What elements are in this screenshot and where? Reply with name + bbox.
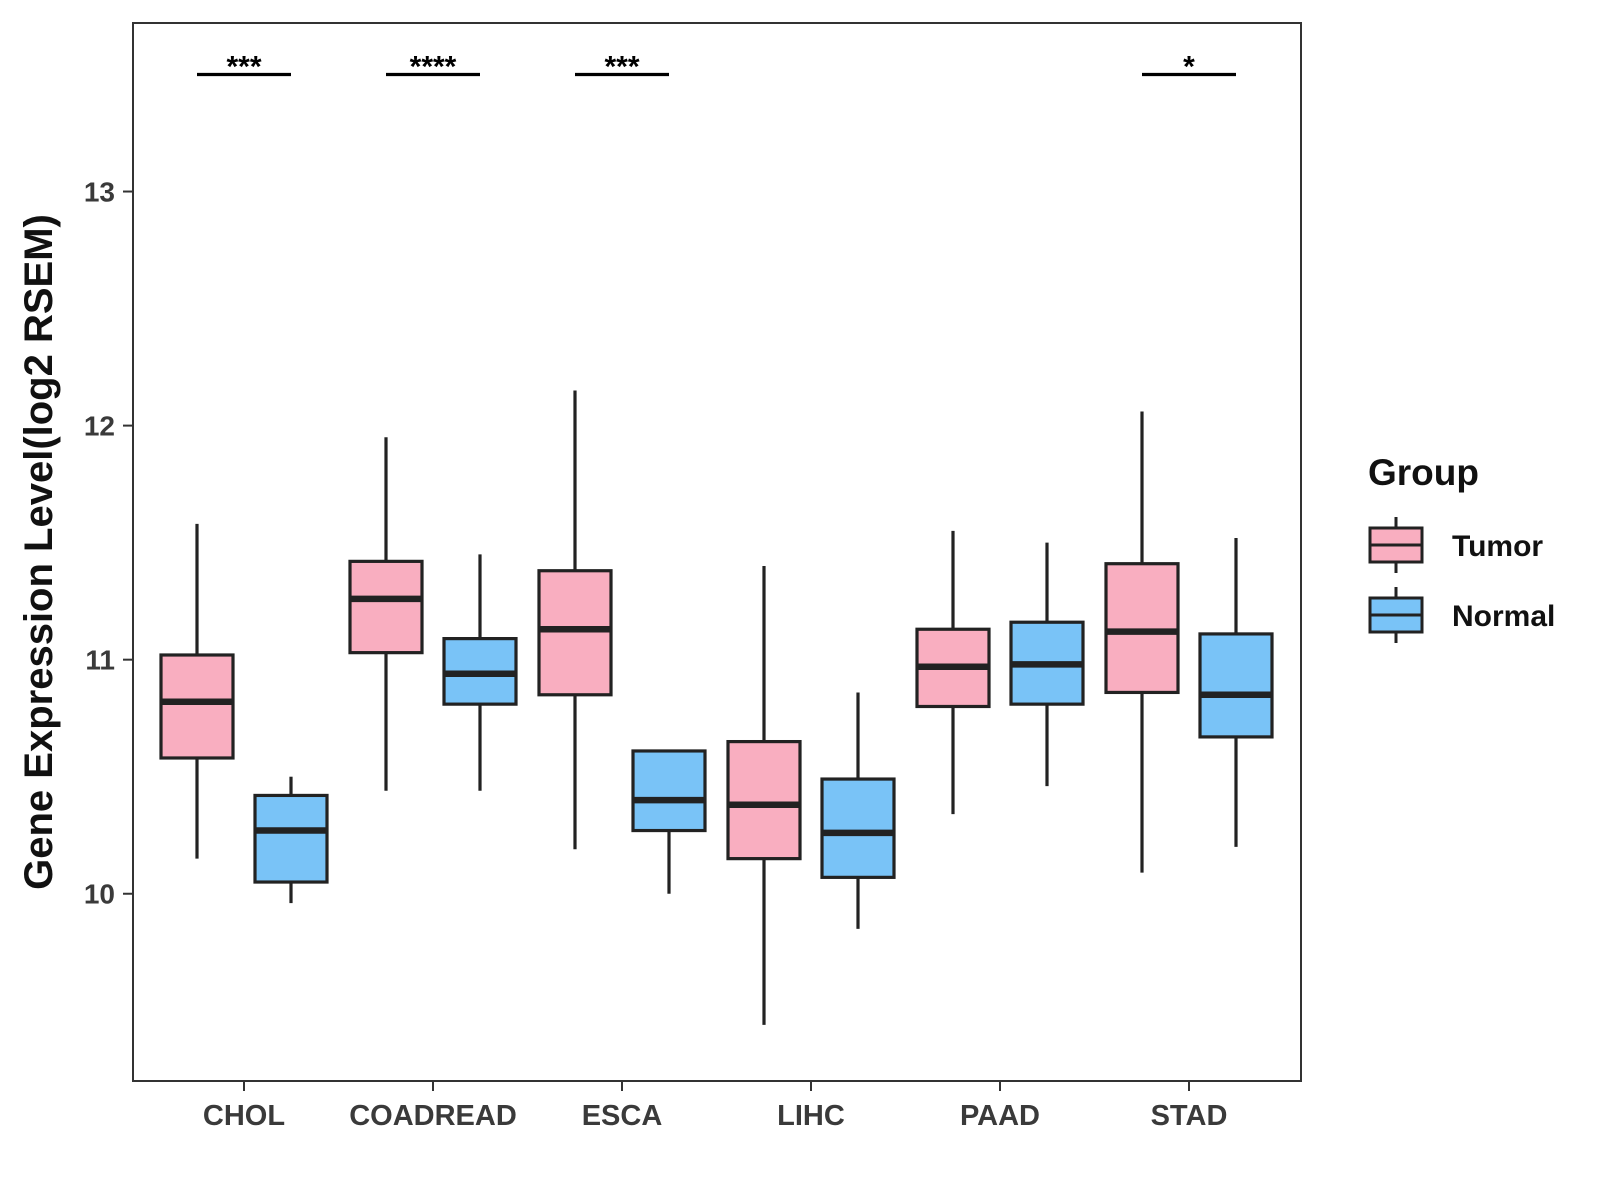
box-body [159,653,235,760]
box-tumor-paad [915,530,991,815]
x-tick-label: STAD [1151,1100,1228,1132]
box-tumor-chol [159,523,235,859]
x-tick-label: CHOL [203,1100,285,1132]
box-body [1198,632,1274,739]
box-body [820,777,896,879]
y-axis: 10 11 12 13 [84,177,133,910]
box-tumor-coadread [348,437,424,791]
box-normal-chol [253,776,329,904]
x-tick-label: ESCA [582,1100,663,1132]
box-normal-paad [1009,542,1085,787]
box-series [159,390,1274,1025]
x-tick-label: COADREAD [349,1100,517,1132]
x-tick-label: PAAD [960,1100,1040,1132]
box-tumor-lihc [726,566,802,1025]
box-body [348,559,424,655]
significance-label: * [1183,50,1195,83]
legend-label: Tumor [1452,530,1543,563]
plot-panel [132,22,1302,1082]
box-body [253,793,329,884]
x-axis: CHOL COADREAD ESCA LIHC PAAD STAD [203,1081,1227,1132]
legend: Group Tumor Normal [1368,452,1555,643]
significance-label: *** [604,50,639,83]
y-tick-label: 12 [84,411,115,442]
box-tumor-esca [537,390,613,850]
y-tick-label: 10 [84,879,115,910]
y-axis-title: Gene Expression Level(log2 RSEM) [17,214,61,890]
legend-label: Normal [1452,600,1555,633]
series-normal [253,537,1274,929]
box-normal-lihc [820,692,896,929]
legend-item-normal: Normal [1368,587,1555,643]
box-body [1104,562,1180,695]
box-body [537,569,613,697]
significance-annotations: *** **** *** * [197,50,1236,83]
box-normal-esca [631,749,707,894]
box-normal-stad [1198,537,1274,847]
box-body [726,739,802,861]
series-tumor [159,390,1180,1025]
box-body [631,749,707,833]
box-tumor-stad [1104,411,1180,873]
legend-title: Group [1368,452,1479,493]
box-normal-coadread [442,554,518,791]
y-tick-label: 13 [84,177,115,208]
legend-item-tumor: Tumor [1368,517,1543,573]
x-tick-label: LIHC [777,1100,845,1132]
y-tick-label: 11 [85,645,115,676]
significance-label: *** [226,50,261,83]
significance-label: **** [410,50,457,83]
